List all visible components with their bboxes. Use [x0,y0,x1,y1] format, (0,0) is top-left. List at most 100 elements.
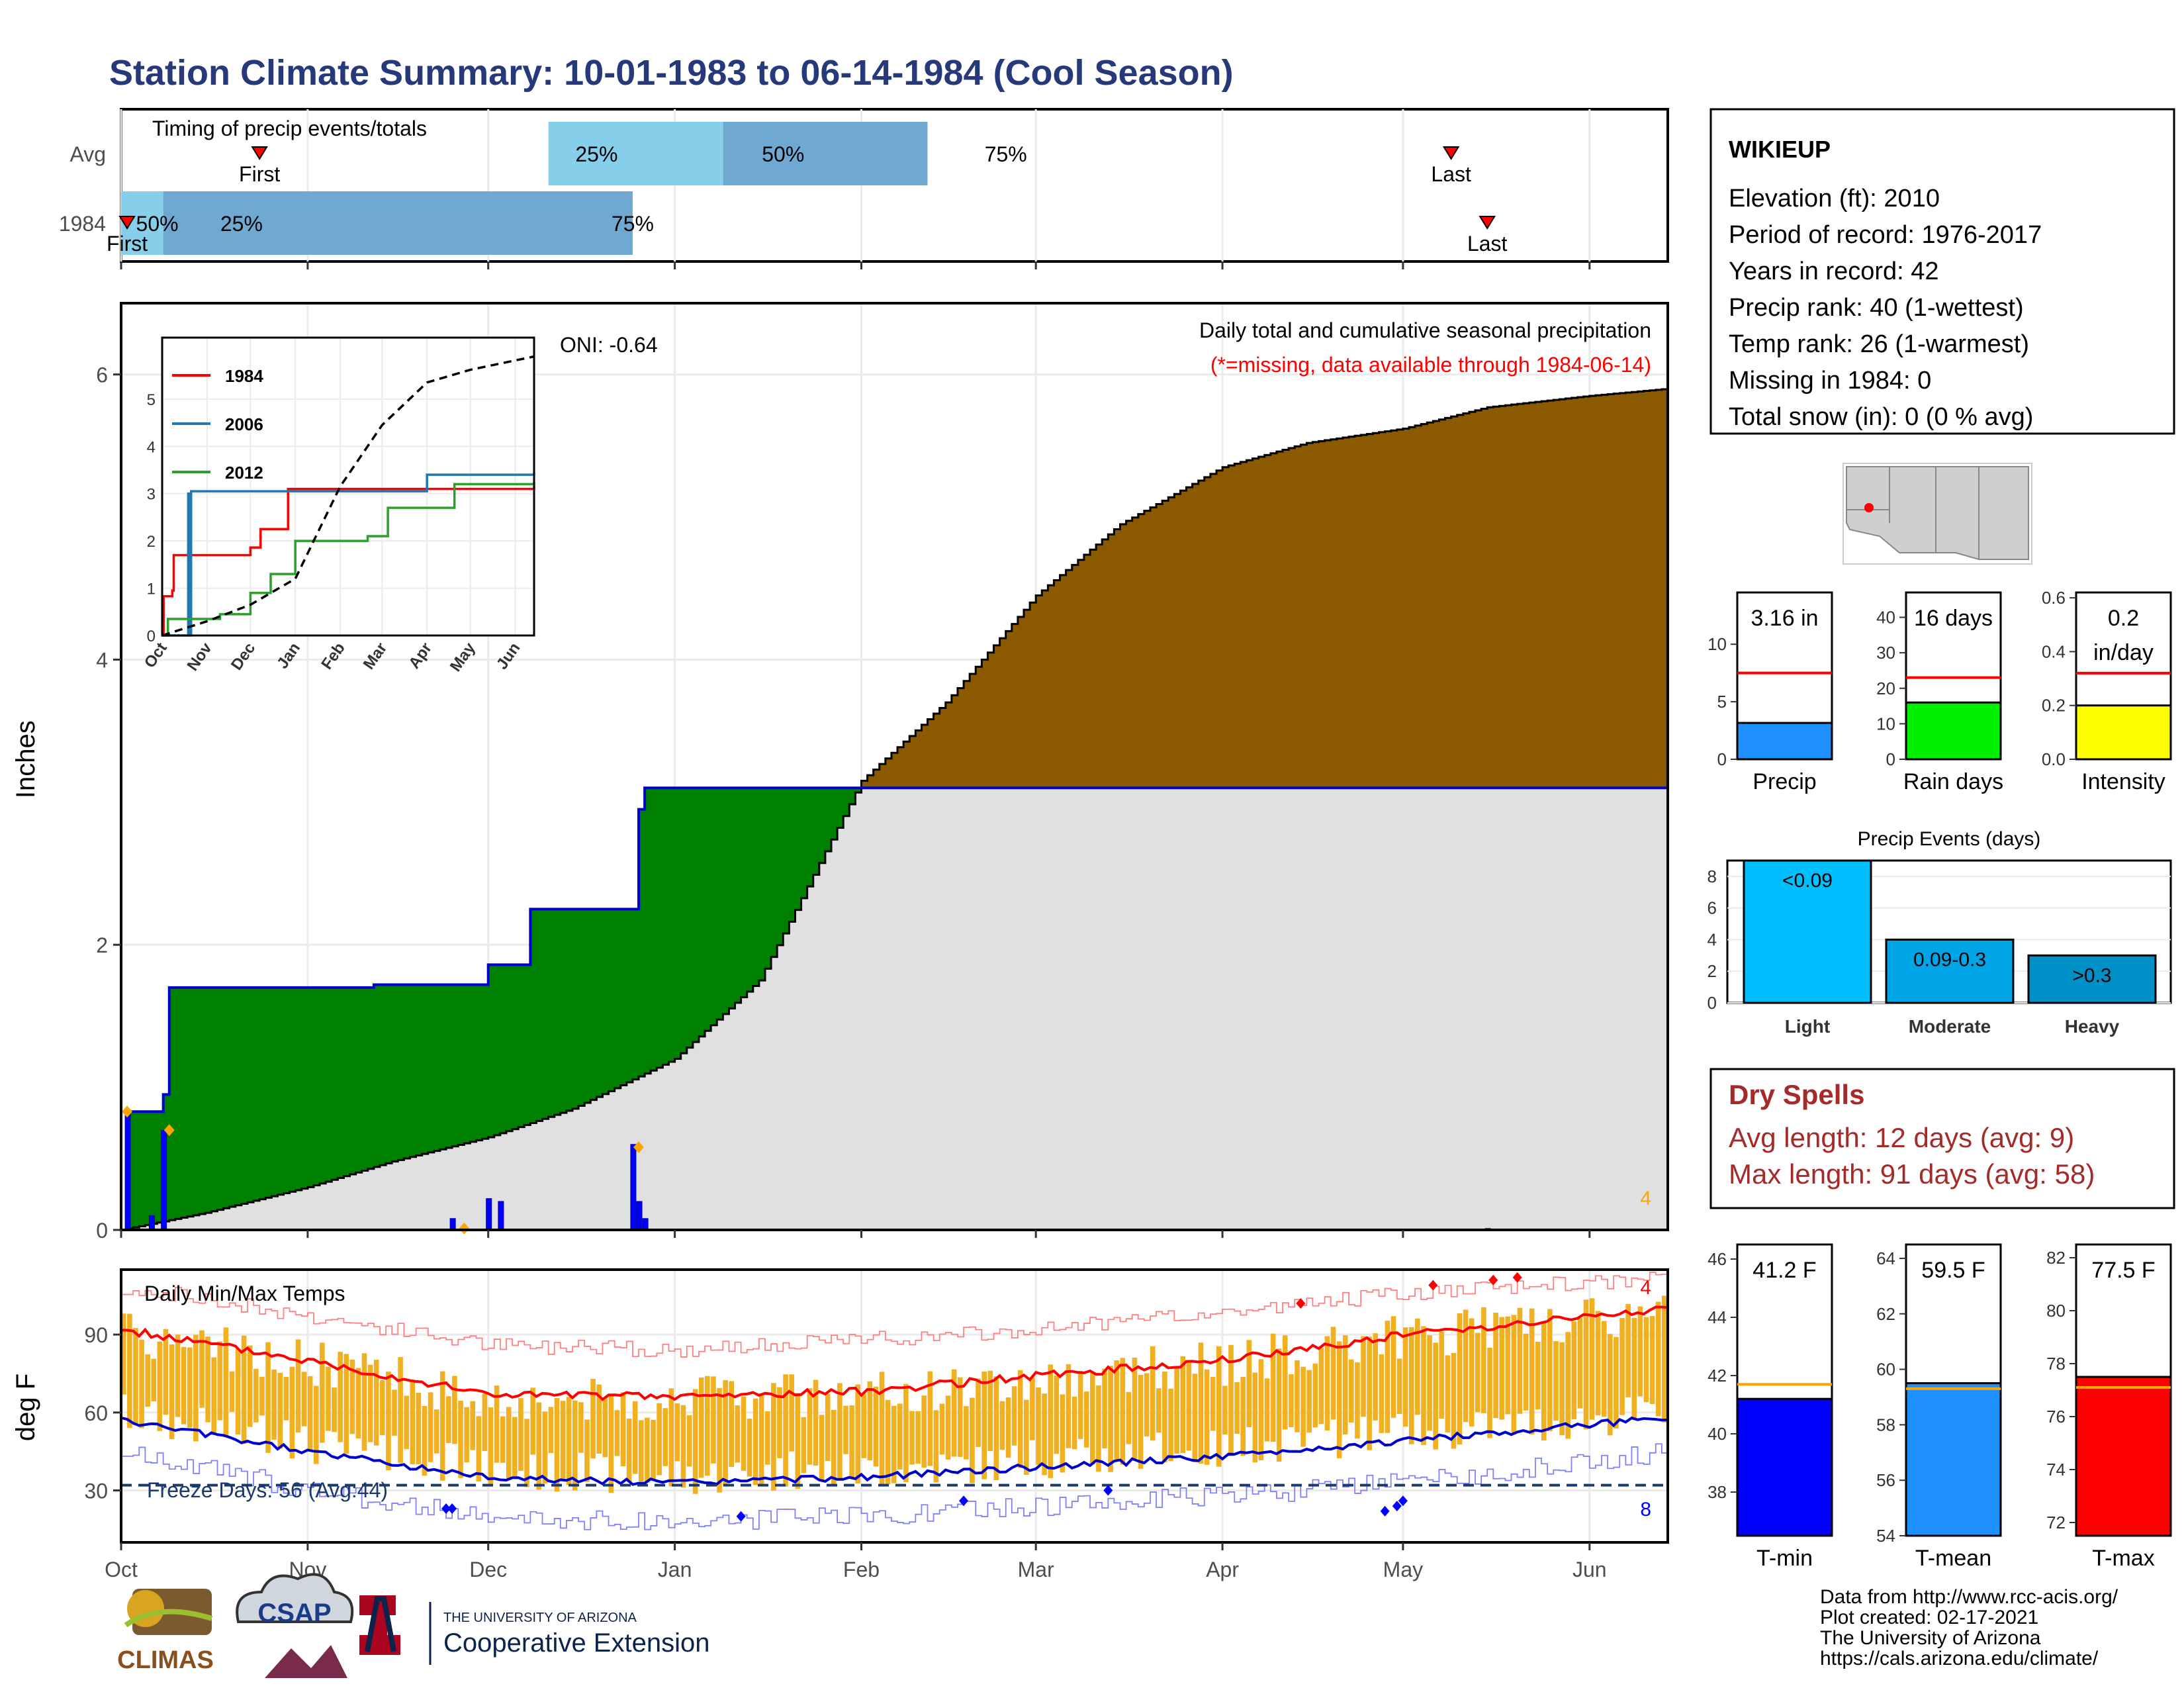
daily-temp-range-bar [205,1336,210,1423]
below-average-area [1264,455,1271,788]
precip-panel-frame [120,302,1669,1231]
below-average-area [1042,590,1048,788]
below-average-area [1024,610,1030,788]
daily-temp-range-bar [1077,1370,1083,1439]
below-average-area [891,753,898,788]
below-average-area [981,659,989,788]
daily-temp-range-bar [1427,1335,1432,1431]
daily-temp-range-bar [964,1406,969,1460]
intensity-bar-chart: 0.0 0.2 0.4 0.6 0.2 in/day Intensity [2042,588,2172,794]
daily-temp-range-bar [229,1371,235,1412]
daily-precip-bar [124,1111,131,1231]
daily-temp-range-bar [951,1369,957,1457]
above-average-area [361,987,369,1171]
above-average-area [338,987,345,1178]
daily-temp-range-bar [139,1339,144,1429]
daily-temp-range-bar [915,1411,921,1464]
timing-year-q75: 75% [612,212,654,236]
daily-temp-range-bar [367,1364,373,1442]
record-low-marker [1392,1501,1402,1512]
below-average-area [1463,413,1470,788]
daily-temp-range-bar [1108,1366,1113,1472]
above-average-area [596,909,604,1098]
csap-cloud-icon [236,1573,354,1623]
daily-temp-range-bar [1276,1348,1282,1462]
above-average-area [764,788,772,969]
precip-panel-subtitle: (*=missing, data available through 1984-… [1210,353,1651,377]
daily-temp-range-bar [945,1395,951,1460]
daily-temp-range-bar [464,1407,469,1463]
above-average-area [367,987,375,1169]
above-average-area [265,987,272,1198]
daily-temp-range-bar [169,1344,175,1440]
daily-temp-range-bar [506,1407,512,1479]
daily-temp-range-bar [1433,1342,1438,1450]
csap-mountain-icon [265,1645,347,1678]
csap-logo-text: CSAP [257,1599,331,1628]
timing-marker [1442,146,1460,160]
above-average-area [674,788,682,1059]
below-average-area [1637,391,1645,788]
precip-bar-chart-value: 3.16 in [1751,606,1818,631]
record-high-marker [1488,1274,1498,1286]
daily-temp-range-bar [223,1327,229,1437]
below-average-area [1168,497,1175,788]
daily-temp-range-bar [1396,1358,1402,1414]
daily-temp-range-bar [361,1353,367,1451]
events-ytick: 2 [1707,961,1717,981]
daily-temp-range-bar [343,1354,349,1454]
daily-temp-range-bar [692,1389,698,1494]
events-bar-value: 0.09-0.3 [1913,949,1986,970]
above-average-area [692,788,700,1043]
record-low-marker [959,1495,969,1507]
tmin-bar-chart-ytick: 40 [1707,1424,1727,1444]
daily-temp-range-bar [1559,1342,1565,1436]
map-state-borders [1846,467,1979,559]
below-average-area [1060,575,1067,788]
inset-ytick-label: 2 [147,533,156,551]
below-average-area [1421,424,1428,788]
above-average-area [735,788,742,1003]
month-xtick-label: May [1383,1558,1423,1581]
below-average-area [1505,405,1512,788]
average-cumulative-line [121,388,1668,1231]
below-average-area [897,747,904,788]
daily-temp-range-bar [1114,1360,1120,1460]
daily-temp-range-bar [307,1376,313,1452]
station-info-line: Period of record: 1976-2017 [1729,221,2042,249]
above-average-area [639,809,645,1077]
daily-temp-range-bar [1463,1309,1469,1423]
daily-temp-range-bar [1571,1321,1577,1420]
above-average-area [494,964,501,1135]
below-average-area [1481,408,1488,788]
above-average-area [705,788,711,1031]
above-average-area [831,788,838,840]
daily-temp-range-bar [265,1342,271,1453]
below-average-area [1270,453,1277,788]
record-min-line [121,1443,1668,1530]
below-average-area [1246,460,1253,788]
timing-title: Timing of precip events/totals [152,117,427,140]
events-ytick: 8 [1707,867,1717,886]
precip-record-count: 4 [1640,1188,1651,1209]
above-average-area [482,984,489,1139]
precip-bar-chart-label: Precip [1752,769,1816,794]
daily-temp-range-bar [439,1371,445,1481]
daily-temp-range-bar [476,1416,482,1482]
daily-temp-range-bar [175,1335,181,1417]
below-average-area [1071,565,1079,788]
daily-temp-range-bar [1150,1346,1156,1441]
below-average-area [1517,404,1524,788]
daily-temp-range-bar [651,1419,656,1479]
daily-temp-range-bar [717,1387,722,1493]
above-average-area [698,788,705,1037]
daily-temp-range-bar [1330,1327,1336,1420]
daily-temp-range-bar [626,1419,632,1483]
daily-temp-range-bar [1264,1378,1270,1442]
above-average-area [416,984,423,1156]
daily-temp-range-bar [873,1386,879,1467]
above-average-area [855,788,862,793]
below-average-area [879,764,886,788]
daily-precip-bar [148,1215,155,1231]
daily-temp-range-bar [1541,1321,1547,1441]
